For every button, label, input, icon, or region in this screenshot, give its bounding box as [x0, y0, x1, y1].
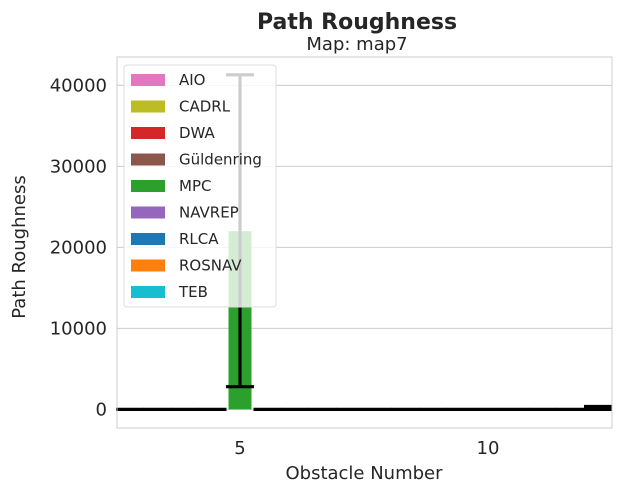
y-tick-label: 10000 [50, 318, 107, 339]
y-axis-label: Path Roughness [9, 175, 30, 318]
legend-label: MPC [179, 177, 211, 195]
y-tick-label: 30000 [50, 156, 107, 177]
y-tick-label: 20000 [50, 237, 107, 258]
legend-label: ROSNAV [179, 257, 242, 275]
legend-label: TEB [178, 283, 208, 301]
legend-label: AIO [179, 71, 206, 89]
legend-swatch [131, 206, 165, 219]
chart-subtitle: Map: map7 [306, 34, 407, 55]
y-tick-label: 0 [96, 399, 107, 420]
legend-swatch [131, 259, 165, 272]
legend-swatch [131, 180, 165, 192]
x-tick-labels: 5 10 [234, 438, 499, 459]
x-tick-label: 10 [477, 438, 500, 459]
x-axis-label: Obstacle Number [285, 463, 443, 484]
legend-label: CADRL [179, 98, 231, 116]
legend-label: NAVREP [179, 204, 239, 222]
legend-swatch [131, 127, 165, 139]
legend-items: AIO CADRL DWA Güldenring MPC NAVREP RLCA ROSNAV… [131, 71, 262, 301]
legend-swatch [131, 286, 165, 298]
legend-label: RLCA [179, 230, 219, 248]
plot-frame [116, 56, 613, 429]
legend-label: DWA [179, 124, 216, 142]
y-tick-labels: 0 10000 20000 30000 40000 [50, 75, 107, 420]
x-tick-label: 5 [234, 438, 245, 459]
legend-swatch [131, 233, 165, 245]
legend-swatch [131, 100, 165, 113]
legend: AIO CADRL DWA Güldenring MPC NAVREP RLCA ROSNAV… [123, 64, 277, 308]
legend-frame [123, 64, 277, 308]
chart-title: Path Roughness [257, 10, 457, 35]
legend-swatch [131, 74, 165, 86]
legend-swatch [131, 153, 165, 166]
y-tick-label: 40000 [50, 75, 107, 96]
legend-label: Güldenring [179, 151, 262, 169]
